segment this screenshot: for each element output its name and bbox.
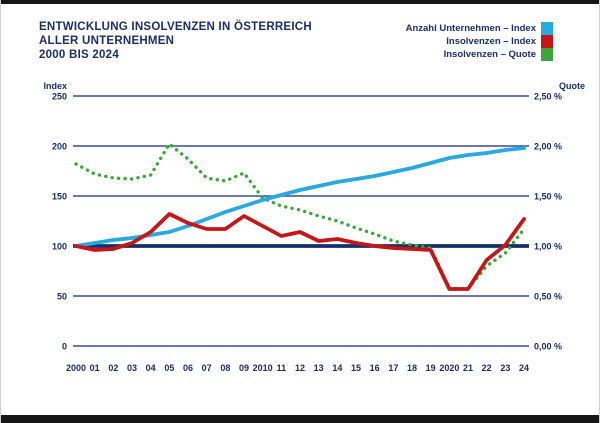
x-axis-label-01: 01 (90, 363, 100, 373)
x-axis-label-07: 07 (202, 363, 212, 373)
left-axis-tick-200: 200 (52, 142, 67, 152)
legend-item-insolvenzen-quote: Insolvenzen – Quote (406, 48, 553, 61)
legend-label: Anzahl Unternehmen – Index (405, 23, 536, 34)
x-axis-label-11: 11 (277, 363, 287, 373)
page-title-line1: ENTWICKLUNG INSOLVENZEN IN ÖSTERREICH (39, 21, 312, 33)
green-swatch-icon (541, 48, 553, 61)
legend-item-unternehmen-index: Anzahl Unternehmen – Index (406, 22, 553, 35)
left-axis-title: Index (43, 81, 67, 91)
x-axis-label-16: 16 (370, 363, 380, 373)
x-axis-label-21: 21 (463, 363, 473, 373)
x-axis-label-24: 24 (519, 363, 529, 373)
legend-label: Insolvenzen – Quote (443, 49, 536, 60)
x-axis-label-06: 06 (183, 363, 193, 373)
right-axis-tick: 0,00 % (534, 342, 562, 352)
page-title: ENTWICKLUNG INSOLVENZEN IN ÖSTERREICH AL… (39, 20, 312, 62)
left-axis-tick-150: 150 (52, 192, 67, 202)
left-axis-tick-250: 250 (52, 92, 67, 102)
legend-label: Insolvenzen – Index (446, 36, 536, 47)
red-swatch-icon (541, 35, 553, 48)
series-line-quote-dotted (74, 142, 526, 291)
x-axis-label-12: 12 (295, 363, 305, 373)
right-axis-tick: 2,00 % (534, 142, 562, 152)
right-axis-tick: 0,50 % (534, 292, 562, 302)
x-axis-label-18: 18 (407, 363, 417, 373)
x-axis-label-22: 22 (482, 363, 492, 373)
x-axis-label-2000: 2000 (66, 363, 86, 373)
left-axis-tick-50: 50 (57, 292, 67, 302)
left-axis-tick-100: 100 (52, 242, 67, 252)
x-axis-label-03: 03 (127, 363, 137, 373)
x-axis-label-2020: 2020 (439, 363, 459, 373)
right-axis-tick: 1,00 % (534, 242, 562, 252)
x-axis-label-02: 02 (108, 363, 118, 373)
right-axis-title: Quote (559, 81, 585, 91)
x-axis-label-09: 09 (239, 363, 249, 373)
x-axis-label-15: 15 (351, 363, 361, 373)
x-axis-label-14: 14 (332, 363, 342, 373)
right-axis-tick: 1,50 % (534, 192, 562, 202)
x-axis-label-04: 04 (146, 363, 156, 373)
blue-swatch-icon (541, 22, 553, 35)
page-title-line2: ALLER UNTERNEHMEN (39, 35, 175, 47)
right-axis-tick: 2,50 % (534, 92, 562, 102)
left-axis-tick-0: 0 (62, 342, 67, 352)
x-axis-label-13: 13 (314, 363, 324, 373)
x-axis-label-05: 05 (164, 363, 174, 373)
x-axis-label-23: 23 (500, 363, 510, 373)
x-axis-label-17: 17 (388, 363, 398, 373)
series-line-insolvenzen (74, 212, 526, 291)
top-frame-bar (1, 0, 599, 4)
chart-legend: Anzahl Unternehmen – Index Insolvenzen –… (406, 22, 553, 61)
x-axis-label-08: 08 (220, 363, 230, 373)
series-line-unternehmen (74, 146, 526, 248)
legend-item-insolvenzen-index: Insolvenzen – Index (406, 35, 553, 48)
x-axis-label-19: 19 (426, 363, 436, 373)
x-axis-label-2010: 2010 (253, 363, 273, 373)
page-title-line3: 2000 BIS 2024 (39, 49, 119, 61)
bottom-frame-bar (1, 415, 599, 423)
